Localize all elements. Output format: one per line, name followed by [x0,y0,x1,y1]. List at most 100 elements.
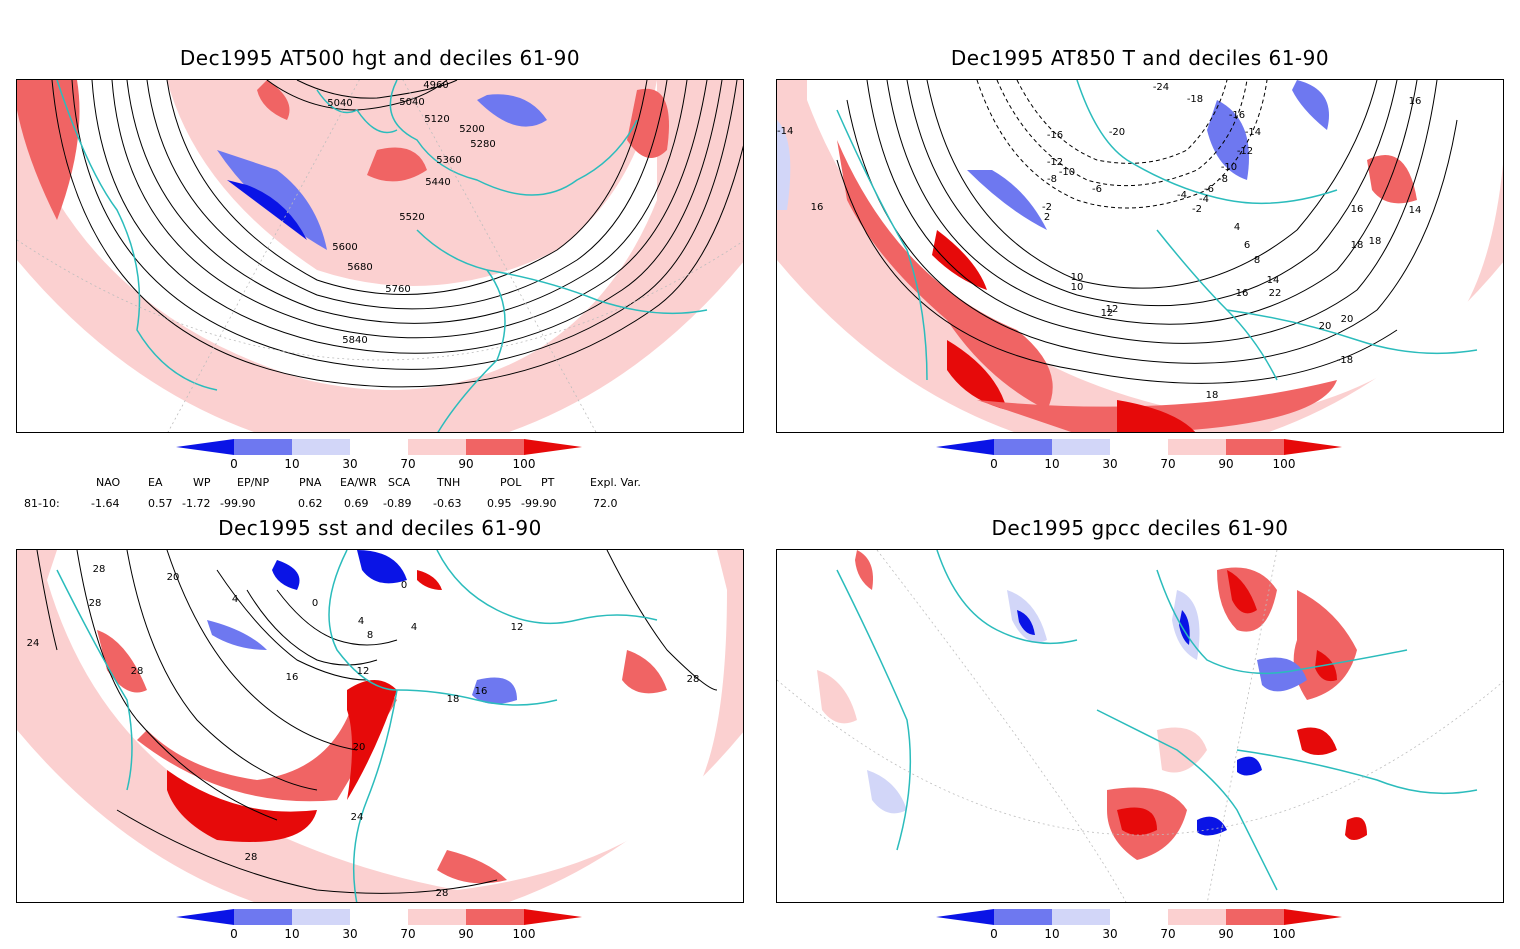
cbar-seg-6 [1284,439,1342,455]
contour-label: -20 [1109,127,1125,138]
index-header: EA [148,476,163,489]
contour-label: 18 [447,694,460,705]
cbar-label: 0 [990,457,998,471]
contour-label: -16 [1047,130,1063,141]
cbar-label: 100 [1272,927,1296,941]
contour-label: 16 [475,686,488,697]
contour-label: 0 [401,580,407,591]
cbar-label: 30 [342,927,358,941]
index-value: -99.90 [220,497,256,510]
cbar-seg-0 [936,909,994,925]
index-header: EP/NP [237,476,270,489]
contour-label: 14 [1409,205,1422,216]
cbar-seg-1 [994,439,1052,455]
colorbar-svg [936,909,1342,925]
index-header: EA/WR [340,476,377,489]
contour-label: 5760 [385,284,410,295]
cbar-label: 30 [1102,927,1118,941]
cbar-label: 70 [400,927,416,941]
colorbar-at500: 0 10 30 70 90 100 [176,439,586,479]
cbar-label: 0 [230,457,238,471]
cbar-label: 90 [1218,927,1234,941]
contour-label: 5200 [459,124,484,135]
cbar-seg-4 [408,909,466,925]
contour-label: 10 [1071,272,1084,283]
cbar-seg-3 [1110,439,1168,455]
colorbar-at850: 0 10 30 70 90 100 [936,439,1346,479]
contour-label: -8 [1047,174,1057,185]
cbar-seg-1 [994,909,1052,925]
contour-label: -18 [1337,355,1353,366]
map-panel-at850: -24 -18 -16 -14 -12 -10 -8 -6 -4 -2 -16 … [776,79,1504,433]
contour-label: 28 [131,666,144,677]
contour-label: 16 [1409,96,1422,107]
contour-label: -24 [1153,82,1169,93]
contour-label: -12 [1237,146,1253,157]
cbar-seg-0 [176,909,234,925]
contour-label: 24 [351,812,364,823]
contour-label: -12 [1047,157,1063,168]
contour-label: 5600 [332,242,357,253]
index-header: Expl. Var. [590,476,641,489]
contour-label: 5040 [399,97,424,108]
contour-label: -4 [1199,194,1209,205]
contour-label: 5680 [347,262,372,273]
contour-label: 20 [353,742,366,753]
colorbar-svg [176,439,582,455]
cbar-label: 0 [230,927,238,941]
contour-label: 20 [167,572,180,583]
contour-label: 8 [367,630,373,641]
cbar-seg-6 [524,439,582,455]
contour-label: 24 [27,638,40,649]
cbar-seg-1 [234,439,292,455]
contour-label: -14 [1245,127,1261,138]
contour-label: 5120 [424,114,449,125]
contour-label: 0 [312,598,318,609]
contour-label: 6 [1244,240,1250,251]
cbar-seg-3 [350,909,408,925]
index-header: PNA [299,476,322,489]
contour-label: -10 [1221,162,1237,173]
cbar-seg-5 [1226,439,1284,455]
index-value: -1.72 [182,497,211,510]
contour-label: 28 [89,598,102,609]
cbar-label: 10 [1044,457,1060,471]
contour-label: 16 [811,202,824,213]
map-sst-svg: 28 20 28 24 4 0 4 8 12 16 20 24 28 18 16… [17,550,743,902]
cbar-seg-0 [936,439,994,455]
contour-label: -14 [777,126,793,137]
contour-label: 12 [357,666,370,677]
colorbar-svg [176,909,582,925]
contour-label: 14 [1267,275,1280,286]
contour-label: -18 [1187,94,1203,105]
contour-label: 8 [1254,255,1260,266]
panel-title-at500: Dec1995 AT500 hgt and deciles 61-90 [179,46,581,70]
contour-label: 28 [687,674,700,685]
cbar-seg-6 [524,909,582,925]
index-header: WP [193,476,211,489]
contour-label: 16 [286,672,299,683]
cbar-seg-5 [466,439,524,455]
index-row-label: 81-10: [24,497,60,510]
contour-label: 4960 [423,80,448,91]
index-value: -0.63 [433,497,462,510]
contour-label: -6 [1092,184,1102,195]
cbar-label: 10 [284,927,300,941]
contour-label: -16 [1229,110,1245,121]
index-value: -0.89 [383,497,412,510]
panel-title-gpcc: Dec1995 gpcc deciles 61-90 [991,516,1289,540]
cbar-label: 10 [284,457,300,471]
index-value: -99.90 [521,497,557,510]
contour-label: -2 [1042,202,1052,213]
cbar-label: 70 [1160,457,1176,471]
contour-label: 5280 [470,139,495,150]
cbar-seg-4 [1168,439,1226,455]
contour-label: 12 [511,622,524,633]
index-value: 0.95 [487,497,512,510]
contour-label: -8 [1218,174,1228,185]
cbar-seg-4 [1168,909,1226,925]
index-header: TNH [437,476,461,489]
index-header: PT [541,476,555,489]
cbar-label: 30 [342,457,358,471]
index-value: -1.64 [91,497,120,510]
